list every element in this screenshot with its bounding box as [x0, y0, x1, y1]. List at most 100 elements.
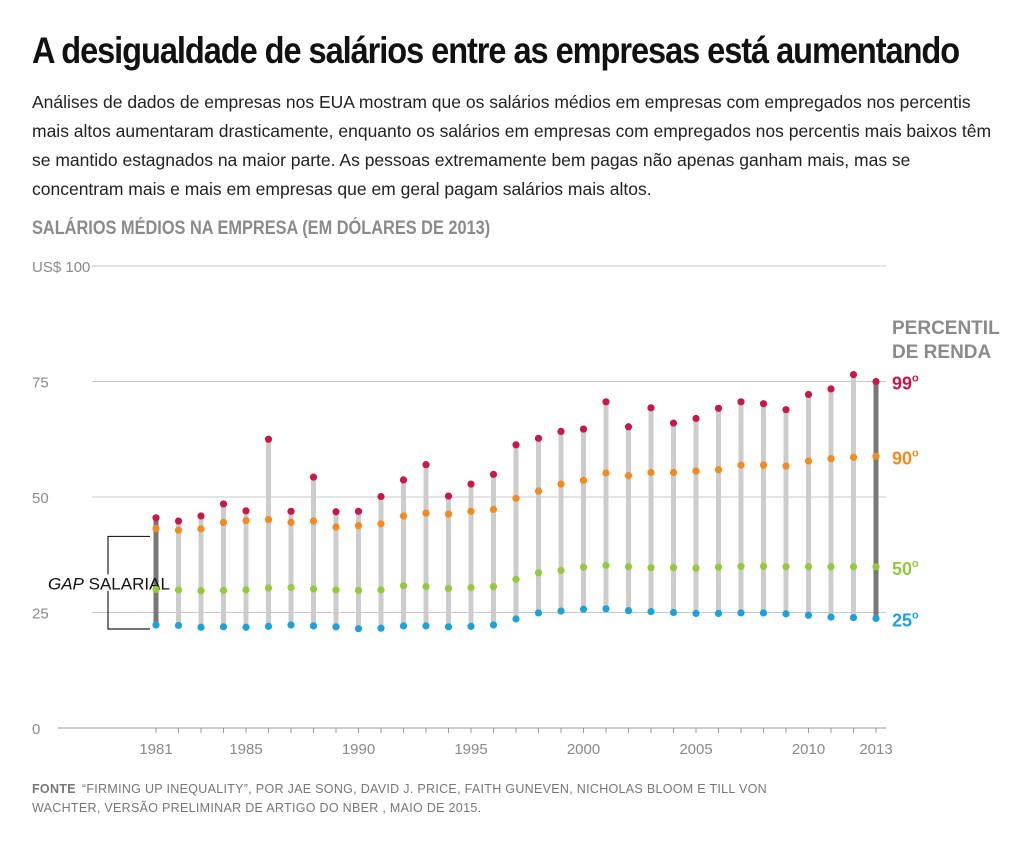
x-tick-label: 1990	[342, 741, 375, 758]
point-90	[174, 526, 183, 534]
point-99	[737, 398, 745, 406]
point-90	[714, 466, 723, 474]
point-25	[152, 621, 160, 629]
point-99	[849, 370, 858, 379]
point-50	[242, 586, 250, 594]
x-tick-label: 1981	[139, 741, 172, 758]
source-text: “FIRMING UP INEQUALITY”, POR JAE SONG, D…	[32, 782, 767, 815]
point-99	[782, 406, 790, 414]
point-50	[804, 563, 813, 571]
point-90	[422, 509, 430, 517]
series-label-number: 50	[892, 559, 912, 579]
axis-labels: 0 25 50 75 US$ 100 1981 1985 1990 1995 2000 2005 20…	[32, 259, 893, 758]
point-99	[512, 441, 520, 449]
point-90	[534, 487, 543, 495]
legend-title-line: PERCENTIL	[892, 318, 1000, 339]
point-25	[309, 622, 318, 630]
point-99	[264, 435, 273, 443]
point-50	[399, 582, 408, 590]
headline: A desigualdade de salários entre as empr…	[32, 30, 960, 71]
gap-bracket-top	[107, 535, 150, 575]
point-50	[287, 583, 295, 592]
point-99	[197, 512, 205, 520]
y-tick-label: 25	[32, 606, 49, 623]
gap-label-prefix: GAP	[48, 575, 85, 594]
point-90	[467, 507, 475, 515]
point-99	[422, 461, 430, 469]
intro-paragraph: Análises de dados de empresas nos EUA mo…	[32, 92, 992, 199]
series-label-number: 99	[892, 374, 912, 394]
point-99	[669, 419, 678, 427]
point-99	[467, 480, 475, 488]
point-99	[287, 507, 295, 515]
point-50	[354, 586, 363, 594]
point-90	[197, 525, 205, 533]
point-90	[309, 517, 318, 525]
point-50	[219, 586, 228, 594]
point-25	[422, 622, 430, 630]
point-90	[444, 510, 453, 518]
gap-label-suffix: SALARIAL	[84, 575, 170, 594]
point-99	[557, 427, 565, 435]
point-50	[422, 583, 430, 591]
point-99	[827, 385, 835, 393]
point-50	[759, 562, 768, 570]
point-25	[512, 615, 520, 623]
point-25	[624, 607, 633, 615]
point-25	[647, 607, 655, 616]
series-label-25: 25o	[892, 610, 919, 631]
x-tick-label: 2013	[859, 741, 892, 758]
point-99	[174, 517, 183, 525]
point-90	[152, 524, 160, 533]
x-tick-label: 2010	[792, 741, 825, 758]
point-99	[219, 500, 228, 508]
point-99	[579, 425, 588, 433]
point-99	[309, 473, 318, 481]
point-50	[467, 583, 475, 592]
point-99	[444, 492, 453, 500]
point-25	[849, 613, 858, 622]
point-99	[399, 476, 408, 484]
point-50	[827, 563, 835, 571]
point-99	[692, 414, 700, 423]
point-50	[377, 586, 385, 594]
point-90	[354, 522, 363, 530]
range-bars	[153, 374, 879, 629]
point-90	[647, 468, 655, 477]
point-90	[782, 462, 790, 470]
point-90	[332, 523, 340, 531]
gap-bracket-bottom	[107, 590, 150, 630]
point-90	[737, 461, 745, 469]
point-50	[602, 561, 610, 569]
series-label-ordinal: o	[912, 373, 919, 385]
point-99	[332, 508, 340, 516]
x-tick-label: 1985	[229, 741, 262, 758]
point-25	[782, 610, 790, 618]
point-25	[174, 621, 183, 630]
point-90	[287, 518, 295, 527]
point-25	[467, 622, 475, 630]
point-90	[512, 494, 520, 502]
point-50	[624, 563, 633, 571]
point-99	[647, 404, 655, 412]
point-25	[714, 609, 723, 618]
point-90	[602, 469, 610, 477]
source-label: FONTE	[32, 782, 76, 796]
gap-label: GAP SALARIAL	[48, 575, 170, 594]
point-90	[624, 472, 633, 480]
series-label-ordinal: o	[912, 610, 919, 622]
point-90	[872, 452, 880, 460]
data-points	[152, 370, 880, 633]
point-90	[399, 512, 408, 520]
point-50	[782, 563, 790, 571]
point-25	[354, 625, 363, 633]
point-25	[219, 623, 228, 631]
point-90	[557, 480, 565, 488]
y-tick-label: 0	[32, 721, 40, 738]
point-50	[174, 586, 183, 594]
point-90	[489, 505, 498, 514]
point-99	[759, 400, 768, 408]
series-label-99: 99o	[892, 373, 919, 394]
point-50	[669, 564, 678, 572]
